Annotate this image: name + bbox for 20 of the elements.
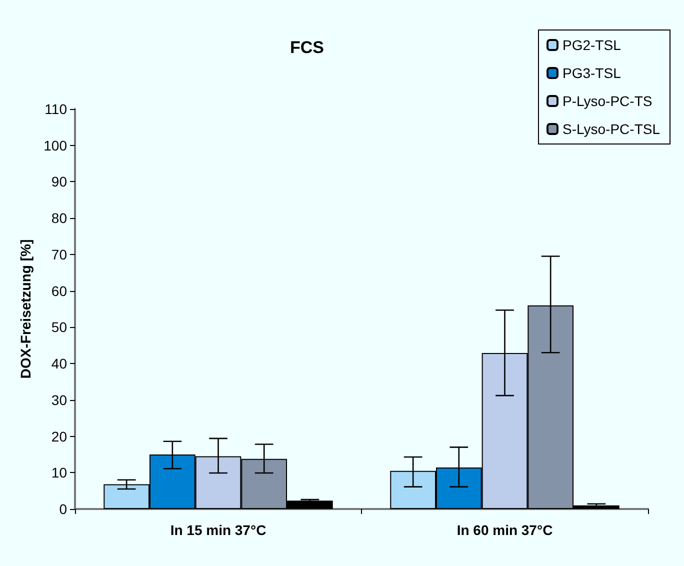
legend-label: S-Lyso-PC-TSL (562, 121, 660, 137)
y-tick-label: 40 (51, 356, 68, 372)
x-tick-label: In 60 min 37°C (456, 522, 553, 538)
legend-label: P-Lyso-PC-TS (562, 93, 652, 109)
legend-label: PG2-TSL (562, 37, 622, 53)
y-tick-label: 110 (44, 101, 68, 117)
legend-label: PG3-TSL (562, 65, 622, 81)
y-tick-label: 60 (51, 282, 68, 299)
y-tick-label: 50 (51, 319, 68, 336)
y-tick-label: 20 (51, 428, 68, 444)
y-tick-label: 70 (51, 246, 68, 262)
y-tick-label: 30 (51, 392, 68, 408)
x-tick-label: In 15 min 37°C (170, 522, 266, 538)
y-tick-label: 10 (51, 464, 68, 481)
y-tick-label: 0 (59, 501, 68, 517)
y-tick-label: 90 (51, 174, 68, 190)
y-axis-title: DOX-Freisetzung [%] (18, 239, 34, 379)
y-tick-label: 80 (51, 210, 68, 226)
chart-title: FCS (290, 38, 324, 57)
y-tick-label: 100 (44, 137, 68, 154)
